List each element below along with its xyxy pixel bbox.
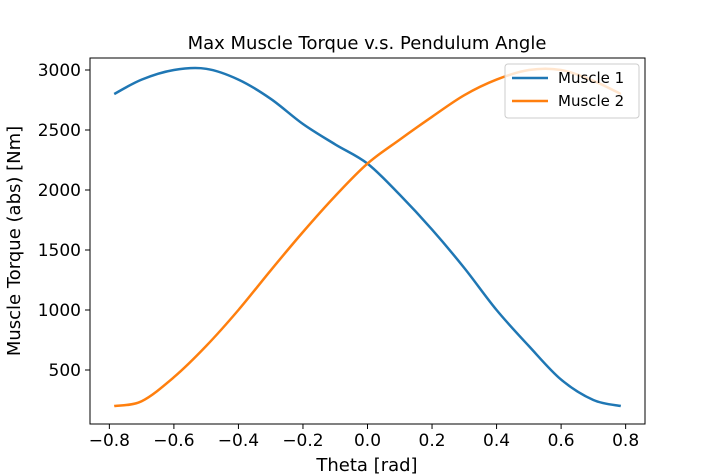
x-axis-ticks: −0.8 −0.6 −0.4 −0.2 0.0 0.2 0.4 0.6 0.8 — [89, 424, 639, 451]
x-axis-title: Theta [rad] — [315, 455, 417, 476]
x-tick-label: −0.6 — [153, 431, 194, 451]
x-tick-label: 0.8 — [612, 431, 639, 451]
x-tick-label: −0.4 — [218, 431, 259, 451]
series-layer — [113, 66, 622, 408]
x-tick-label: −0.2 — [282, 431, 323, 451]
x-tick-label: 0.4 — [483, 431, 510, 451]
y-tick-label: 1000 — [38, 301, 81, 321]
y-tick-label: 2000 — [38, 181, 81, 201]
y-tick-label: 2500 — [38, 121, 81, 141]
legend: Muscle 1 Muscle 2 — [504, 63, 640, 119]
x-tick-label: 0.2 — [419, 431, 446, 451]
series-line-muscle-1 — [113, 66, 622, 408]
y-axis-ticks: 500 1000 1500 2000 2500 3000 — [38, 61, 90, 381]
y-tick-label: 1500 — [38, 241, 81, 261]
x-tick-label: −0.8 — [89, 431, 130, 451]
x-tick-label: 0.6 — [548, 431, 575, 451]
y-tick-label: 500 — [49, 361, 81, 381]
series-line-muscle-2 — [113, 67, 622, 408]
y-axis-title: Muscle Torque (abs) [Nm] — [4, 126, 25, 356]
legend-label-muscle-2: Muscle 2 — [558, 92, 624, 110]
y-tick-label: 3000 — [38, 61, 81, 81]
legend-label-muscle-1: Muscle 1 — [558, 69, 624, 87]
chart-title: Max Muscle Torque v.s. Pendulum Angle — [188, 33, 547, 54]
x-tick-label: 0.0 — [354, 431, 381, 451]
